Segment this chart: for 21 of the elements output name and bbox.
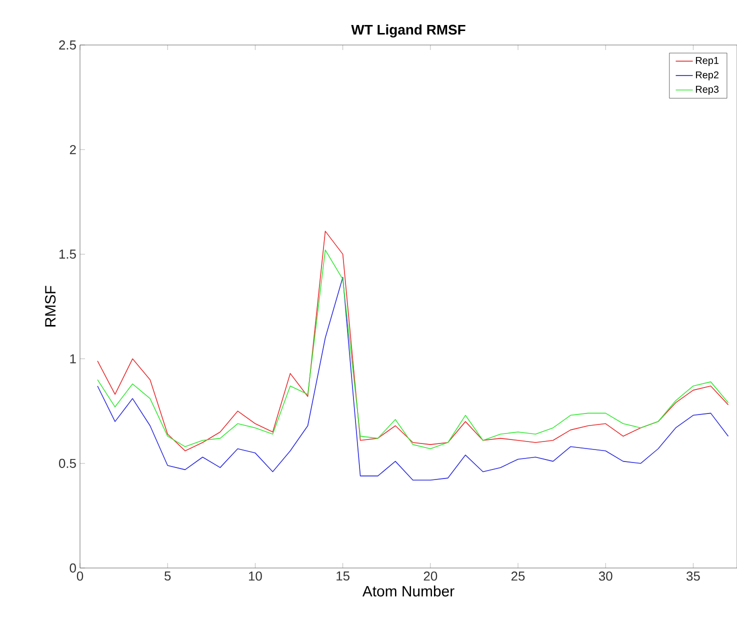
y-tick-label: 2.5: [59, 40, 76, 50]
x-tick-label: 15: [336, 572, 350, 581]
legend-label: Rep1: [696, 57, 719, 66]
x-tick-label: 10: [248, 572, 262, 581]
y-tick-label: 0.5: [58, 458, 76, 468]
x-tick-label: 5: [164, 572, 171, 581]
y-tick-label: 2: [70, 145, 76, 154]
chart-title: WT Ligand RMSF: [351, 24, 466, 38]
x-tick-label: 25: [511, 572, 525, 581]
x-tick-label: 0: [76, 572, 84, 581]
legend-label: Rep2: [696, 71, 718, 80]
line-series: [97, 276, 729, 481]
y-axis-title: RMSF: [45, 286, 56, 326]
y-tick-label: 1.5: [59, 250, 76, 259]
legend-label: Rep3: [696, 86, 719, 95]
x-axis-title: Atom Number: [362, 586, 454, 596]
x-tick-label: 30: [598, 572, 612, 581]
x-tick-label: 20: [424, 572, 438, 581]
x-tick-label: 35: [686, 572, 700, 581]
y-tick-label: 1: [70, 354, 76, 364]
y-tick-label: 0: [70, 563, 76, 573]
